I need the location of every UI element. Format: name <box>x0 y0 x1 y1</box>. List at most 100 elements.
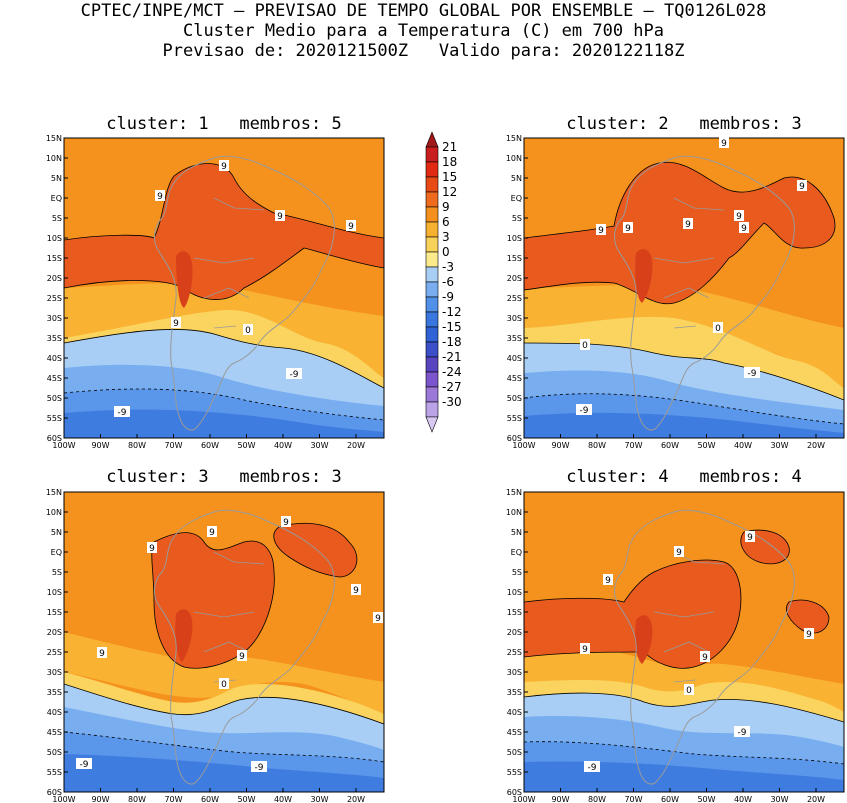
colorbar-segment <box>425 161 439 178</box>
lon-label: 80W <box>128 795 146 803</box>
contour-label: 9 <box>373 612 383 624</box>
colorbar-segment <box>425 341 439 358</box>
colorbar-label: 18 <box>442 155 457 169</box>
svg-text:9: 9 <box>221 162 227 172</box>
lat-label: 5N <box>51 174 62 183</box>
lat-label: 20S <box>47 628 62 637</box>
map-frame <box>63 491 385 793</box>
contour-label: 9 <box>275 210 285 222</box>
country-borders <box>193 551 265 683</box>
contour-neg9 <box>64 388 384 421</box>
lon-label: 60W <box>661 441 679 450</box>
colorbar-label: -30 <box>442 395 462 409</box>
lon-label: 50W <box>697 795 715 803</box>
lon-label: 90W <box>91 441 109 450</box>
lat-label: 25S <box>47 294 62 303</box>
svg-text:9: 9 <box>582 645 588 655</box>
band-3to6 <box>64 283 384 378</box>
lat-label: 10S <box>507 588 522 597</box>
contour-label: 9 <box>97 647 107 659</box>
lon-label: 80W <box>588 795 606 803</box>
map-panel-cluster-2: 9 9 9 9 9 9 9 0 0 -9 -9 15N 10N 5N EQ 5S 10S 15S 20S 25S 30S… <box>506 134 845 450</box>
band-9to12 <box>64 163 384 300</box>
svg-text:9: 9 <box>375 614 381 624</box>
svg-text:9: 9 <box>277 212 283 222</box>
lat-label: 10S <box>507 234 522 243</box>
band-neg12to-9 <box>64 754 384 792</box>
contour-label: 9 <box>804 628 814 640</box>
contour-0 <box>64 683 384 725</box>
lat-label: 10S <box>47 234 62 243</box>
lat-label: 10N <box>506 154 522 163</box>
lat-label: 15S <box>507 254 522 263</box>
colorbar-label: -18 <box>442 335 462 349</box>
lat-label: EQ <box>511 548 522 557</box>
svg-text:-9: -9 <box>255 763 264 773</box>
svg-text:9: 9 <box>806 630 812 640</box>
colorbar-label: 12 <box>442 185 457 199</box>
contour-label: 9 <box>351 584 361 596</box>
contour-label: 9 <box>580 643 590 655</box>
lat-label: 5N <box>51 528 62 537</box>
colorbar-label: 9 <box>442 200 450 214</box>
svg-text:0: 0 <box>715 324 721 334</box>
lat-label: 15N <box>46 488 62 497</box>
lon-label: 90W <box>91 795 109 803</box>
lat-label: 55S <box>507 414 522 423</box>
lat-label: 10N <box>46 154 62 163</box>
band-9to12 <box>151 522 358 669</box>
lon-label: 40W <box>734 441 752 450</box>
lat-label: 50S <box>507 748 522 757</box>
lon-label: 20W <box>347 795 365 803</box>
contour-label: 9 <box>700 651 710 663</box>
colorbar-label: 6 <box>442 215 450 229</box>
lon-label: 30W <box>770 795 788 803</box>
svg-text:9: 9 <box>721 139 727 149</box>
contour-label: 9 <box>683 218 693 230</box>
country-borders <box>653 197 725 329</box>
svg-text:9: 9 <box>605 576 611 586</box>
svg-text:9: 9 <box>625 224 631 234</box>
lat-label: 30S <box>507 668 522 677</box>
colorbar-label: 3 <box>442 230 450 244</box>
contour-label: 9 <box>596 224 606 236</box>
lon-label: 30W <box>310 441 328 450</box>
colorbar-segment <box>425 191 439 208</box>
lat-label: 30S <box>47 314 62 323</box>
contour-label: -9 <box>744 367 760 379</box>
lat-label: 10N <box>506 508 522 517</box>
lon-label: 60W <box>661 795 679 803</box>
band-neg12to-9 <box>64 409 384 438</box>
contour-0 <box>524 692 844 723</box>
panel-title-2: cluster: 2 membros: 3 <box>566 114 802 134</box>
lat-label: 40S <box>507 354 522 363</box>
contour-label: 9 <box>237 650 247 662</box>
colorbar-segment <box>425 251 439 268</box>
svg-text:9: 9 <box>799 182 805 192</box>
band-9to12 <box>524 529 830 669</box>
map-frame <box>523 137 845 439</box>
svg-text:0: 0 <box>221 680 227 690</box>
map-frame <box>63 137 385 439</box>
colorbar-label: -21 <box>442 350 462 364</box>
contour-label: 9 <box>623 222 633 234</box>
lat-label: 5S <box>512 214 522 223</box>
contour-label: 9 <box>719 137 729 149</box>
svg-text:-9: -9 <box>748 369 757 379</box>
lat-label: 60S <box>507 788 522 797</box>
colorbar-segment <box>425 236 439 253</box>
lon-label: 30W <box>310 795 328 803</box>
contour-label: 9 <box>171 317 181 329</box>
band-12to15 <box>635 248 653 303</box>
contour-label: 9 <box>739 222 749 234</box>
colorbar-label: -9 <box>442 290 454 304</box>
lon-label: 100W <box>512 795 535 803</box>
lat-label: 35S <box>47 688 62 697</box>
lat-label: 5N <box>511 528 522 537</box>
lat-label: 45S <box>47 374 62 383</box>
svg-text:9: 9 <box>741 224 747 234</box>
lat-label: 40S <box>507 708 522 717</box>
colorbar-label: 21 <box>442 140 457 154</box>
country-borders <box>193 197 265 329</box>
